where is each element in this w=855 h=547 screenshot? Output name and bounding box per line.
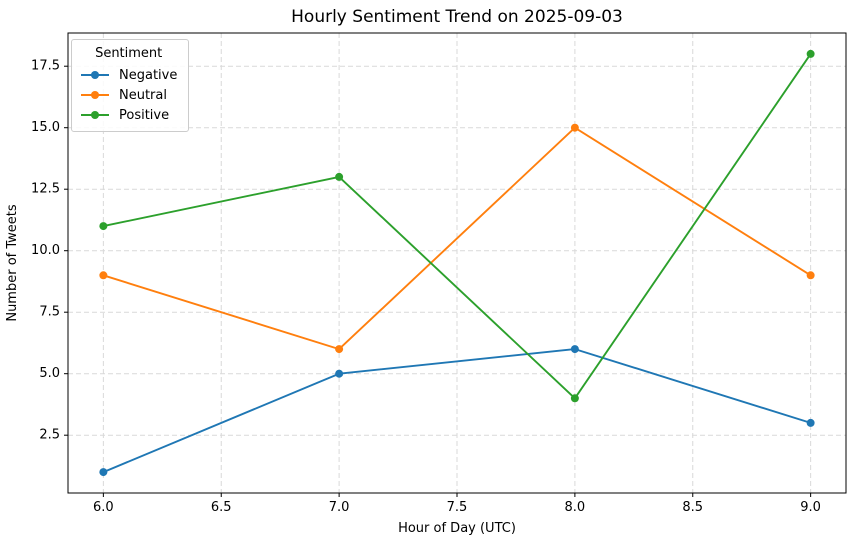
series-line-positive — [102, 52, 812, 400]
y-tick-label: 10.0 — [31, 243, 60, 258]
series-line-neutral — [102, 126, 812, 351]
chart-title: Hourly Sentiment Trend on 2025-09-03 — [291, 7, 623, 27]
data-point-neutral — [806, 271, 815, 280]
legend-label-positive: Positive — [119, 107, 170, 123]
legend-dot — [91, 71, 99, 79]
data-point-negative — [806, 418, 815, 427]
data-point-neutral — [99, 271, 108, 280]
x-axis-label: Hour of Day (UTC) — [398, 521, 516, 536]
legend-label-negative: Negative — [119, 67, 178, 83]
legend-items: Negative Neutral Positive — [80, 65, 177, 125]
x-tick-label: 8.5 — [682, 500, 703, 515]
data-point-neutral — [335, 345, 344, 354]
data-point-positive — [806, 49, 815, 58]
legend-item-neutral: Neutral — [80, 85, 177, 105]
data-point-positive — [570, 394, 579, 403]
y-tick-label: 2.5 — [39, 428, 60, 443]
legend-marker-neutral — [81, 91, 109, 99]
data-point-negative — [570, 345, 579, 354]
x-tick-label: 8.0 — [565, 500, 586, 515]
legend-marker-negative — [81, 71, 109, 79]
x-tick-label: 9.0 — [800, 500, 821, 515]
legend-title: Sentiment — [95, 46, 163, 61]
x-tick-label: 7.5 — [447, 500, 468, 515]
y-tick-label: 15.0 — [31, 120, 60, 135]
legend-item-negative: Negative — [80, 65, 177, 85]
series-line-negative — [102, 348, 812, 474]
y-tick-label: 12.5 — [31, 182, 60, 197]
legend-item-positive: Positive — [80, 105, 177, 125]
data-point-positive — [99, 222, 108, 231]
x-tick-label: 6.0 — [93, 500, 114, 515]
data-point-negative — [99, 468, 108, 477]
data-point-neutral — [570, 123, 579, 132]
legend-dot — [91, 91, 99, 99]
y-tick-label: 7.5 — [39, 305, 60, 320]
legend: Sentiment Negative Neutral Positive — [71, 39, 190, 132]
data-point-positive — [335, 172, 344, 181]
y-tick-label: 17.5 — [31, 59, 60, 74]
plot-area: 6.0 6.5 7.0 7.5 8.0 8.5 9.0 2.5 5.0 7.5 10.0 12.5 15… — [31, 32, 847, 515]
x-tick-label: 6.5 — [211, 500, 232, 515]
legend-dot — [91, 111, 99, 119]
x-tick-label: 7.0 — [329, 500, 350, 515]
data-point-negative — [335, 369, 344, 378]
y-tick-label: 5.0 — [39, 366, 60, 381]
y-axis-label: Number of Tweets — [5, 204, 20, 322]
legend-marker-positive — [81, 111, 109, 119]
legend-label-neutral: Neutral — [119, 87, 167, 103]
